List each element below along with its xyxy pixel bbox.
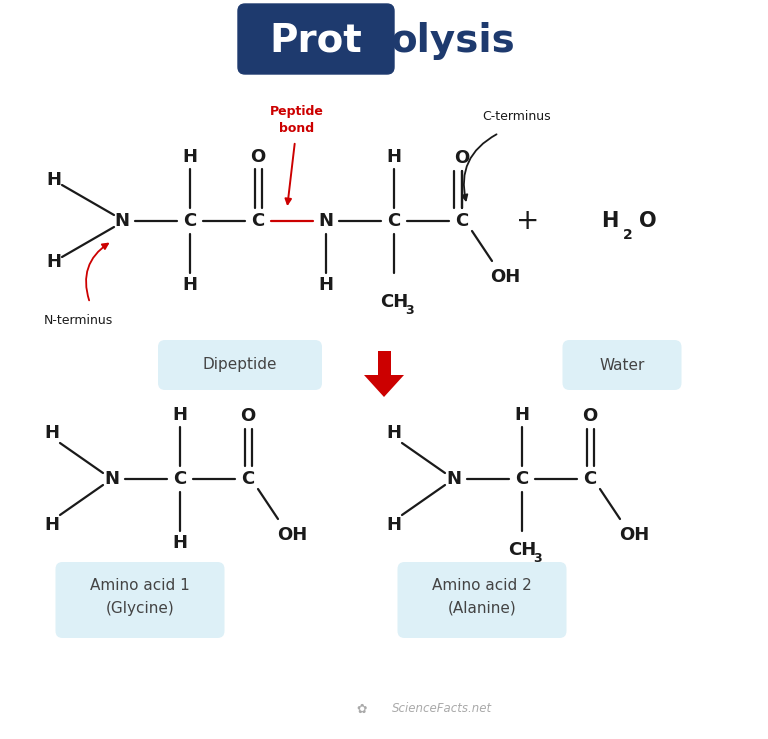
Text: O: O — [455, 149, 469, 167]
Text: Dipeptide: Dipeptide — [203, 358, 277, 372]
Text: OH: OH — [490, 268, 520, 286]
Text: olysis: olysis — [390, 22, 515, 60]
Text: O: O — [639, 211, 657, 231]
Text: H: H — [319, 276, 333, 294]
Text: H: H — [45, 424, 59, 442]
Text: N-terminus: N-terminus — [43, 315, 113, 327]
Text: H: H — [183, 276, 197, 294]
Text: H: H — [386, 424, 402, 442]
Text: (Alanine): (Alanine) — [448, 601, 516, 616]
Text: C: C — [251, 212, 265, 230]
Text: CH: CH — [508, 541, 536, 559]
Text: N: N — [446, 470, 462, 488]
Text: CH: CH — [380, 293, 408, 311]
FancyBboxPatch shape — [238, 4, 394, 74]
Text: bond: bond — [280, 123, 315, 135]
Text: O: O — [240, 407, 256, 425]
Text: N: N — [104, 470, 120, 488]
Text: N: N — [114, 212, 130, 230]
Polygon shape — [378, 351, 390, 375]
Text: 3: 3 — [534, 552, 542, 565]
Text: Water: Water — [599, 358, 644, 372]
Text: H: H — [183, 148, 197, 166]
Text: H: H — [386, 516, 402, 534]
FancyBboxPatch shape — [562, 340, 681, 390]
Text: C: C — [455, 212, 468, 230]
Text: +: + — [516, 207, 540, 235]
FancyBboxPatch shape — [398, 562, 567, 638]
Text: O: O — [582, 407, 598, 425]
Text: H: H — [386, 148, 402, 166]
Text: C: C — [241, 470, 255, 488]
Text: Peptide: Peptide — [270, 104, 324, 118]
Text: O: O — [250, 148, 266, 166]
FancyBboxPatch shape — [55, 562, 224, 638]
Text: N: N — [319, 212, 333, 230]
Text: (Glycine): (Glycine) — [106, 601, 174, 616]
Text: H: H — [515, 406, 529, 424]
Polygon shape — [364, 375, 404, 397]
Text: OH: OH — [619, 526, 649, 544]
Text: 3: 3 — [406, 304, 414, 317]
Text: C: C — [584, 470, 597, 488]
Text: C: C — [184, 212, 197, 230]
FancyBboxPatch shape — [158, 340, 322, 390]
Text: Prot: Prot — [270, 22, 362, 60]
Text: C: C — [515, 470, 528, 488]
Text: ScienceFacts.net: ScienceFacts.net — [392, 703, 492, 715]
Text: H: H — [173, 406, 187, 424]
Text: OH: OH — [277, 526, 307, 544]
Text: H: H — [47, 171, 61, 189]
Text: C-terminus: C-terminus — [482, 109, 551, 123]
Text: C: C — [387, 212, 401, 230]
Text: H: H — [601, 211, 619, 231]
Text: H: H — [45, 516, 59, 534]
Text: Amino acid 2: Amino acid 2 — [432, 579, 532, 593]
Text: Amino acid 1: Amino acid 1 — [90, 579, 190, 593]
Text: 2: 2 — [623, 228, 633, 242]
Text: H: H — [47, 253, 61, 271]
Text: ✿: ✿ — [357, 703, 367, 715]
Text: H: H — [173, 534, 187, 552]
Text: C: C — [174, 470, 187, 488]
